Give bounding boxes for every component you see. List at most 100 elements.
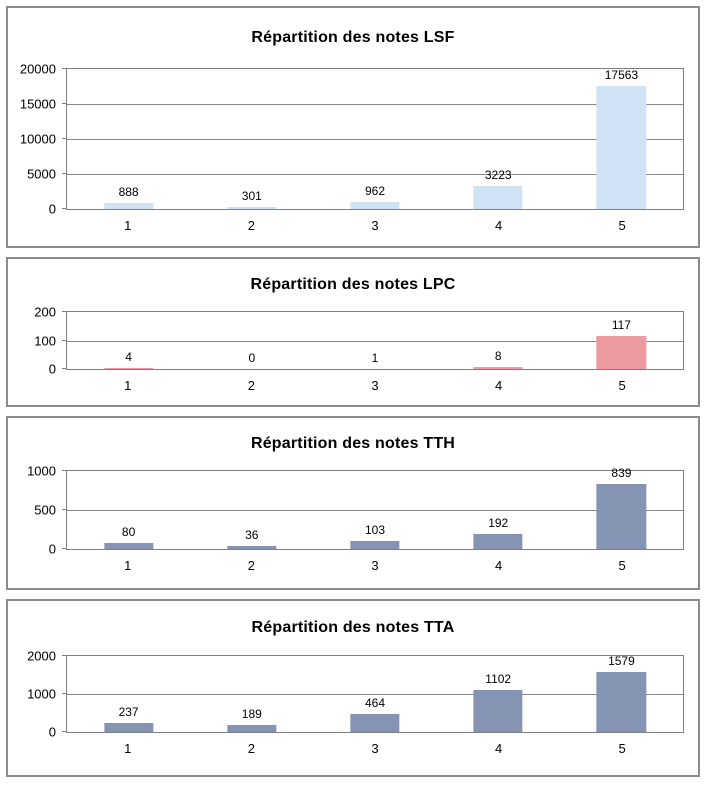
x-tick-label: 5 <box>618 378 626 393</box>
tick-mark <box>62 470 66 471</box>
bar-slot: 189 <box>190 656 313 732</box>
chart-body: 0 5000 10000 15000 20000 888 301 962 3223 17563 <box>8 62 698 217</box>
tick-mark <box>62 548 66 549</box>
x-tick-label: 2 <box>247 558 255 573</box>
x-tick-label: 3 <box>371 741 379 756</box>
value-label: 301 <box>241 189 262 203</box>
plot-area-1: 888 301 962 3223 17563 <box>66 68 684 210</box>
chart-title-block: Répartition des notes LSF <box>8 8 698 68</box>
chart-body: 0 500 1000 80 36 103 192 839 <box>8 464 698 557</box>
value-label: 189 <box>241 707 262 721</box>
tick-mark <box>62 368 66 369</box>
chart-title-block: Répartition des notes LPC <box>8 259 698 311</box>
plot-area-4: 237 189 464 1102 1579 <box>66 655 684 733</box>
value-label: 117 <box>611 318 631 332</box>
value-label: 3223 <box>484 168 512 182</box>
value-label: 1102 <box>485 672 512 686</box>
chart-title-block: Répartition des notes TTH <box>8 418 698 470</box>
x-tick-label: 5 <box>618 558 626 573</box>
x-tick-label: 1 <box>124 218 132 233</box>
value-label: 4 <box>125 350 132 364</box>
bar-slot: 117 <box>560 312 683 369</box>
y-tick-label: 0 <box>48 724 56 740</box>
x-tick-label: 2 <box>247 218 255 233</box>
bar-slot: 962 <box>313 69 436 209</box>
y-tick-label: 1000 <box>27 686 56 702</box>
bar-category-2 <box>227 725 277 732</box>
bar-slot: 888 <box>67 69 190 209</box>
y-axis-4: 0 1000 2000 <box>8 649 66 740</box>
tick-mark <box>62 340 66 341</box>
tick-mark <box>62 103 66 104</box>
y-tick-label: 200 <box>34 304 56 320</box>
value-label: 1 <box>371 351 379 365</box>
bar-slot: 1 <box>313 312 436 369</box>
y-axis-1: 0 5000 10000 15000 20000 <box>8 62 66 217</box>
y-tick-label: 0 <box>48 361 56 377</box>
x-tick-label: 4 <box>494 558 503 573</box>
tick-mark <box>62 731 66 732</box>
bar-slot: 17563 <box>560 69 683 209</box>
plot-area-2: 4 0 1 8 117 <box>66 311 684 370</box>
bar-slot: 0 <box>190 312 313 369</box>
x-tick-label: 3 <box>371 558 379 573</box>
tick-mark <box>62 655 66 656</box>
y-axis-3: 0 500 1000 <box>8 464 66 557</box>
y-tick-label: 20000 <box>19 61 56 77</box>
value-label: 192 <box>488 516 509 530</box>
value-label: 36 <box>245 528 259 542</box>
y-tick-label: 5000 <box>27 166 56 182</box>
y-tick-label: 10000 <box>19 131 56 147</box>
x-axis-3: 1 2 3 4 5 <box>66 550 684 573</box>
plot-area-3: 80 36 103 192 839 <box>66 467 684 550</box>
bar-category-4 <box>473 690 523 732</box>
x-axis-4: 1 2 3 4 5 <box>66 733 684 756</box>
bar-category-5 <box>596 672 647 732</box>
chart-title-lsf: Répartition des notes LSF <box>251 29 455 46</box>
x-tick-label: 5 <box>618 218 626 233</box>
bar-slot: 839 <box>560 467 683 549</box>
bar-slot: 4 <box>67 312 190 369</box>
value-label: 962 <box>364 184 386 198</box>
tick-mark <box>62 173 66 174</box>
bar-category-3 <box>350 541 400 549</box>
chart-title-lpc: Répartition des notes LPC <box>250 276 456 293</box>
x-axis-2: 1 2 3 4 5 <box>66 370 684 393</box>
x-tick-label: 4 <box>494 378 503 393</box>
value-label: 888 <box>118 185 139 199</box>
bar-slot: 301 <box>190 69 313 209</box>
bar-slot: 1579 <box>560 655 683 732</box>
value-label: 839 <box>611 466 632 480</box>
tick-mark <box>62 311 66 312</box>
tick-mark <box>62 138 66 139</box>
bar-category-5 <box>596 86 647 209</box>
x-axis-1: 1 2 3 4 5 <box>66 210 684 233</box>
x-tick-label: 5 <box>618 741 626 756</box>
y-axis-2: 0 100 200 <box>8 305 66 377</box>
bar-slot: 36 <box>190 471 313 549</box>
x-tick-label: 1 <box>124 558 132 573</box>
bar-category-5 <box>596 484 647 549</box>
value-label: 8 <box>494 349 502 363</box>
y-tick-label: 100 <box>34 333 56 349</box>
bar-slot: 8 <box>437 312 560 369</box>
x-tick-label: 1 <box>124 741 132 756</box>
y-tick-label: 15000 <box>19 96 56 112</box>
bar-category-1 <box>103 723 154 732</box>
y-tick-label: 2000 <box>27 648 56 664</box>
bar-slot: 464 <box>313 656 436 732</box>
chart-title-block: Répartition des notes TTA <box>8 601 698 655</box>
chart-title-tta: Répartition des notes TTA <box>251 619 455 636</box>
value-label: 0 <box>248 351 256 365</box>
bar-category-4 <box>473 186 523 209</box>
chart-body: 0 100 200 4 0 1 8 117 <box>8 305 698 377</box>
tick-mark <box>62 68 66 69</box>
bar-category-4 <box>473 534 523 549</box>
bar-slot: 3223 <box>437 69 560 209</box>
y-tick-label: 500 <box>34 502 56 518</box>
bar-slot: 80 <box>67 471 190 549</box>
chart-panel-1: Répartition des notes LSF 0 5000 10000 1500… <box>6 6 700 248</box>
chart-panel-3: Répartition des notes TTH 0 500 1000 80 36 1… <box>6 416 700 590</box>
chart-panel-2: Répartition des notes LPC 0 100 200 4 0 1 8 11… <box>6 257 700 407</box>
x-tick-label: 4 <box>494 218 503 233</box>
